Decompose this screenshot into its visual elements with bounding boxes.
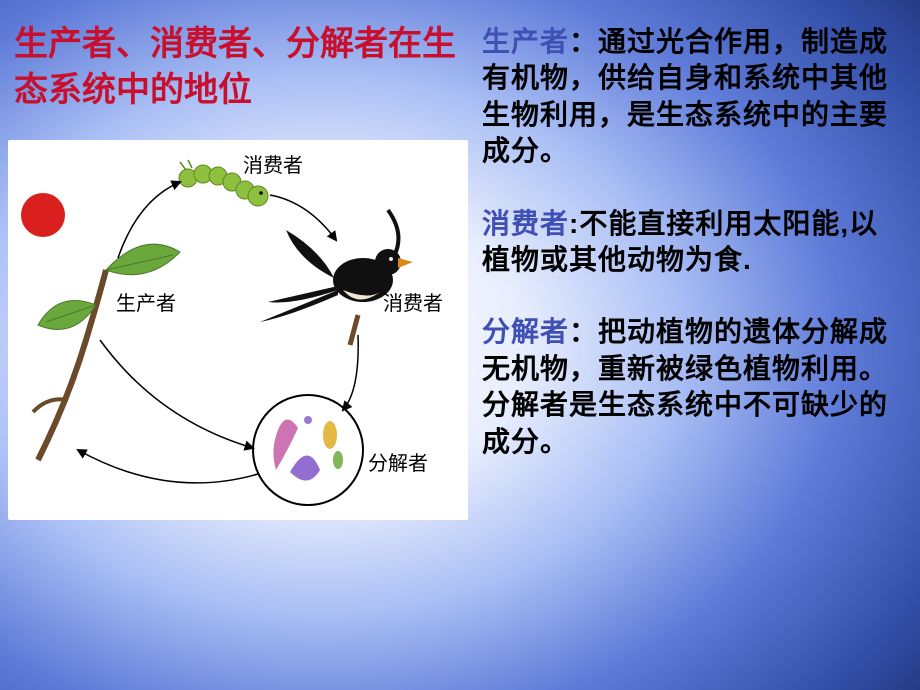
producer-sep: ：	[569, 26, 598, 57]
decomposer-keyword: 分解者	[482, 316, 569, 347]
sun-icon	[21, 193, 65, 237]
consumer-paragraph: 消费者:不能直接利用太阳能,以植物或其他动物为食.	[482, 206, 902, 279]
decomposer-paragraph: 分解者：把动植物的遗体分解成无机物，重新被绿色植物利用。分解者是生态系统中不可缺…	[482, 314, 902, 460]
producer-paragraph: 生产者：通过光合作用，制造成有机物，供给自身和系统中其他生物利用，是生态系统中的…	[482, 24, 902, 170]
decomposer-icon	[253, 395, 363, 505]
diagram-svg: 生产者 消费者 消费者 分解者	[8, 140, 468, 520]
consumer-keyword: 消费者	[482, 208, 569, 239]
decomposer-sep: ：	[569, 316, 598, 347]
right-column: 生产者：通过光合作用，制造成有机物，供给自身和系统中其他生物利用，是生态系统中的…	[482, 24, 902, 496]
consumer-sep: :	[569, 208, 579, 239]
bird-icon	[260, 210, 413, 345]
plant-icon	[33, 244, 180, 460]
slide: 生产者、消费者、分解者在生态系统中的地位 生产者：通过光合作用，制造成有机物，供…	[0, 0, 920, 690]
producer-label: 生产者	[116, 292, 176, 315]
slide-title: 生产者、消费者、分解者在生态系统中的地位	[14, 22, 474, 114]
consumer-top-label: 消费者	[243, 154, 303, 177]
ecosystem-diagram: 生产者 消费者 消费者 分解者	[8, 140, 468, 520]
producer-keyword: 生产者	[482, 26, 569, 57]
consumer-right-label: 消费者	[383, 292, 443, 315]
decomposer-label: 分解者	[368, 452, 428, 475]
